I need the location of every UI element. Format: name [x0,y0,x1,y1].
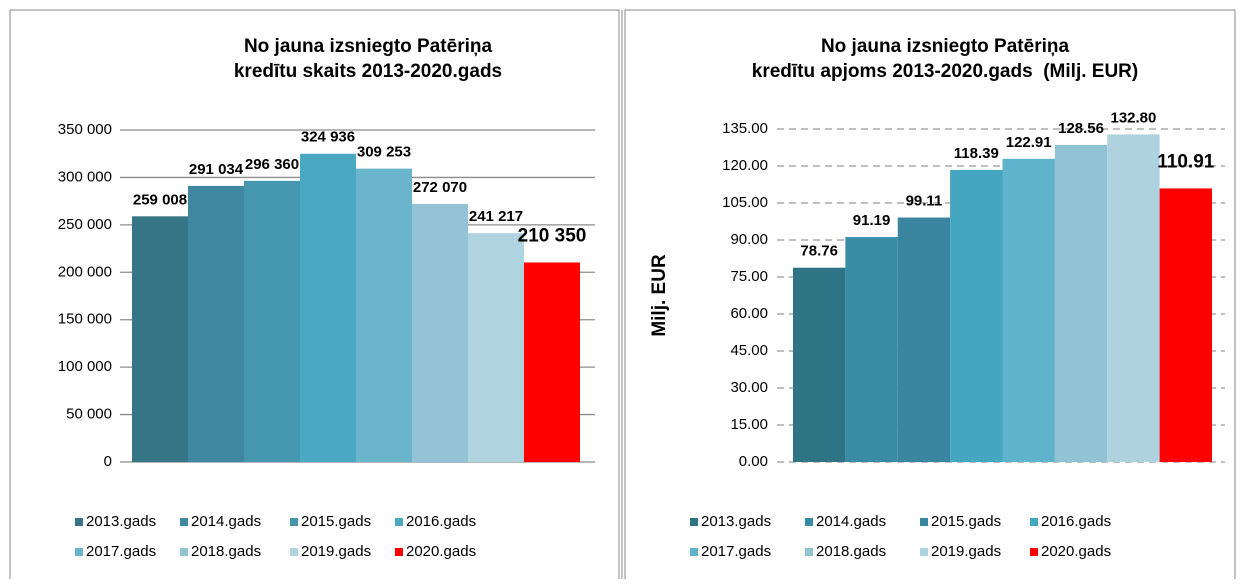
legend-label: 2014.gads [816,513,886,530]
legend-swatch [395,548,403,556]
legend-swatch [690,548,698,556]
data-label: 110.91 [1157,151,1214,172]
data-label: 291 034 [189,161,244,178]
y-tick-label: 0 [104,453,112,470]
y-tick-label: 350 000 [58,121,112,138]
legend-label: 2015.gads [931,513,1001,530]
panel-border [624,9,1236,584]
data-label: 241 217 [469,208,523,225]
data-label: 132.80 [1110,109,1156,126]
legend-swatch [180,548,188,556]
legend-swatch [690,518,698,526]
data-label: 78.76 [800,243,838,260]
legend-swatch [920,518,928,526]
bar [845,237,898,462]
chart-title: No jauna izsniegto Patēriņa [821,36,1070,57]
data-label: 118.39 [954,145,999,162]
bar [1159,188,1212,462]
legend-label: 2013.gads [86,513,156,530]
legend-label: 2019.gads [301,543,371,560]
bar [897,217,951,462]
y-tick-label: 100 000 [58,358,112,375]
legend-swatch [1030,548,1038,556]
bar [188,185,244,462]
chart-title: No jauna izsniegto Patēriņa [244,36,493,57]
y-tick-label: 250 000 [58,216,112,233]
data-label: 259 008 [133,191,187,208]
data-label: 324 936 [301,129,355,146]
bar [300,153,356,462]
legend-label: 2020.gads [406,543,476,560]
legend-label: 2016.gads [406,513,476,530]
legend-swatch [180,518,188,526]
y-tick-label: 50 000 [66,406,112,423]
y-tick-label: 120.00 [722,157,768,174]
data-label: 296 360 [245,156,299,173]
legend-swatch [805,548,813,556]
y-tick-label: 30.00 [730,379,768,396]
data-label: 91.19 [853,212,891,229]
y-tick-label: 200 000 [58,263,112,280]
y-tick-label: 105.00 [722,194,768,211]
bar [524,262,580,462]
legend-swatch [805,518,813,526]
data-label: 122.91 [1006,134,1052,151]
bar [1054,144,1108,463]
bar [356,168,412,463]
data-label: 309 253 [357,144,411,161]
chart-title: kredītu skaits 2013-2020.gads [234,61,502,82]
legend-label: 2017.gads [86,543,156,560]
legend-label: 2017.gads [701,543,771,560]
y-tick-label: 75.00 [730,268,768,285]
bar [1002,158,1055,462]
legend-swatch [290,548,298,556]
legend-label: 2019.gads [931,543,1001,560]
data-label: 210 350 [518,225,587,246]
y-tick-label: 45.00 [730,342,768,359]
y-tick-label: 15.00 [730,416,768,433]
bar [950,169,1003,463]
bar [1107,134,1160,462]
legend-label: 2015.gads [301,513,371,530]
chart-title: kredītu apjoms 2013-2020.gads (Milj. EUR… [752,61,1138,82]
y-tick-label: 90.00 [730,231,768,248]
legend-label: 2018.gads [191,543,261,560]
bar [793,267,846,462]
legend-swatch [1030,518,1038,526]
legend-label: 2018.gads [816,543,886,560]
legend-swatch [75,548,83,556]
y-tick-label: 135.00 [722,120,768,137]
legend-swatch [395,518,403,526]
legend-label: 2020.gads [1041,543,1111,560]
y-tick-label: 150 000 [58,311,112,328]
legend-label: 2013.gads [701,513,771,530]
data-label: 128.56 [1058,120,1104,137]
legend-label: 2016.gads [1041,513,1111,530]
y-tick-label: 60.00 [730,305,768,322]
legend-swatch [920,548,928,556]
panel-border [9,9,620,584]
bar [244,180,300,462]
bar [412,203,468,462]
bar [132,216,188,462]
y-axis-label: Milj. EUR [649,254,670,337]
y-tick-label: 0.00 [739,453,768,470]
legend-swatch [75,518,83,526]
legend-swatch [290,518,298,526]
bar [468,233,524,462]
data-label: 99.11 [906,192,943,209]
data-label: 272 070 [413,179,467,196]
y-tick-label: 300 000 [58,168,112,185]
legend-label: 2014.gads [191,513,261,530]
